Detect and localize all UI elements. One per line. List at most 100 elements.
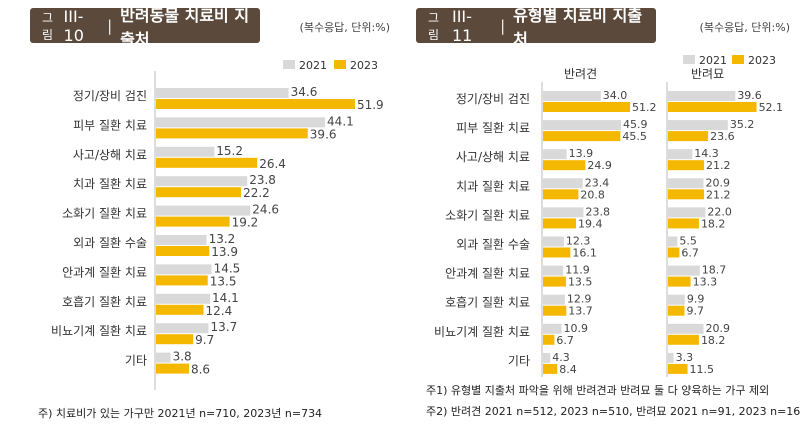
data-label-2023: 13.9	[211, 245, 238, 259]
data-label-2023: 24.9	[587, 159, 612, 172]
data-label-2023: 9.7	[686, 305, 704, 318]
bar-2023	[156, 363, 189, 374]
bar-2023	[543, 363, 558, 374]
category-label: 소화기 질환 치료	[62, 207, 147, 221]
data-label-2023: 39.6	[310, 127, 337, 141]
data-label-2021: 34.6	[291, 85, 318, 99]
title-separator: |	[107, 16, 113, 35]
data-label-2023: 20.8	[580, 188, 605, 201]
data-label-2023: 16.1	[572, 247, 597, 260]
data-label-2021: 12.9	[567, 293, 592, 306]
data-label-2021: 34.0	[603, 89, 628, 102]
bar-2023	[156, 275, 208, 286]
unit-label: (복수응답, 단위:%)	[299, 21, 390, 34]
bar-2021	[156, 146, 215, 157]
legend-swatch-2023	[334, 60, 346, 69]
data-label-2021: 22.0	[707, 205, 732, 218]
figure-prefix: 그림	[428, 10, 440, 42]
data-label-2023: 13.7	[568, 305, 593, 318]
category-label: 치과 질환 치료	[456, 179, 530, 193]
category-label: 정기/장비 검진	[456, 92, 530, 106]
bar-2021	[668, 149, 693, 160]
data-label-2023: 18.2	[701, 334, 726, 347]
bar-2023	[543, 189, 579, 200]
data-label-2021: 39.6	[737, 89, 762, 102]
bar-2023	[668, 218, 699, 229]
bar-2023	[156, 99, 355, 109]
bar-2021	[156, 117, 326, 128]
category-label: 피부 질환 치료	[456, 121, 530, 135]
bar-2021	[668, 294, 685, 305]
data-label-2023: 21.2	[706, 159, 731, 172]
legend-label-2023: 2023	[350, 59, 378, 72]
bar-2021	[156, 88, 289, 98]
category-label: 호흡기 질환 치료	[62, 295, 147, 309]
bar-2023	[668, 363, 688, 374]
footnote: 주) 치료비가 있는 가구만 2021년 n=710, 2023년 n=734	[38, 407, 323, 420]
bar-2023	[668, 102, 757, 112]
data-label-2021: 23.4	[585, 176, 610, 189]
bar-2021	[543, 294, 565, 305]
bar-2021	[156, 264, 212, 275]
data-label-2023: 11.5	[690, 363, 715, 376]
bar-2023	[668, 334, 699, 345]
data-label-2021: 3.3	[676, 351, 694, 364]
data-label-2021: 23.8	[585, 205, 610, 218]
category-label: 소화기 질환 치료	[445, 208, 530, 222]
chart-panel-left: 그림 III-10 | 반려동물 치료비 지출처 (복수응답, 단위:%) 20…	[30, 6, 392, 422]
bar-2023	[156, 128, 308, 139]
bar-2023	[668, 189, 705, 200]
category-label: 사고/상해 치료	[73, 148, 147, 162]
bar-2023	[156, 157, 258, 168]
data-label-2023: 13.5	[210, 274, 237, 288]
figure-title-bar: 그림 III-11 | 유형별 치료비 지출처	[416, 6, 656, 49]
bar-2023	[543, 102, 631, 112]
data-label-2023: 22.2	[243, 186, 270, 200]
chart-svg-left: 2021 2023 정기/장비 검진 34.6 51.9 피부 질환 치료 44.139.6…	[51, 59, 384, 390]
category-label: 비뇨기계 질환 치료	[434, 325, 530, 339]
bar-2023	[156, 216, 230, 227]
footnote-2: 주2) 반려견 2021 n=512, 2023 n=510, 반려묘 2021…	[426, 405, 800, 418]
category-label: 정기/장비 검진	[73, 89, 147, 103]
category-label: 사고/상해 치료	[456, 150, 530, 164]
bar-2021	[668, 120, 728, 131]
data-label-2021: 12.3	[566, 235, 591, 248]
group-header-cat: 반려묘	[691, 67, 724, 81]
data-label-2023: 51.9	[357, 98, 384, 112]
legend-swatch-2023	[732, 55, 744, 64]
data-label-2021: 23.8	[249, 173, 276, 187]
data-label-2021: 13.7	[211, 320, 238, 334]
data-label-2021: 24.6	[252, 203, 279, 217]
data-label-2021: 3.8	[173, 350, 192, 364]
bar-2021	[156, 176, 248, 187]
chart-panel-right: 그림 III-11 | 유형별 치료비 지출처 (복수응답, 단위:%) 202…	[416, 6, 800, 422]
data-label-2023: 13.3	[693, 276, 718, 289]
data-label-2021: 10.9	[564, 322, 589, 335]
data-label-2021: 9.9	[687, 293, 705, 306]
data-label-2023: 19.4	[578, 217, 603, 230]
group-header-dog: 반려견	[564, 67, 597, 81]
data-label-2023: 18.2	[701, 217, 726, 230]
bar-2023	[156, 304, 204, 315]
data-label-2023: 8.6	[191, 363, 210, 377]
chart-title: 유형별 치료비 지출처	[513, 5, 643, 49]
bar-2021	[156, 323, 209, 334]
bar-2021	[668, 265, 700, 276]
data-label-2021: 20.9	[706, 176, 731, 189]
bar-2023	[668, 276, 691, 287]
category-label: 외과 질환 수술	[456, 238, 530, 252]
data-label-2023: 6.7	[556, 334, 574, 347]
data-label-2021: 13.9	[569, 147, 594, 160]
bar-2021	[156, 293, 211, 304]
bar-2023	[668, 247, 680, 258]
title-separator: |	[500, 16, 506, 35]
data-label-2021: 5.5	[679, 235, 697, 248]
bar-2021	[543, 236, 564, 247]
data-label-2021: 14.5	[214, 261, 241, 275]
figure-title-bar: 그림 III-10 | 반려동물 치료비 지출처	[30, 6, 260, 49]
bar-2021	[543, 352, 551, 363]
footnote-1: 주1) 유형별 지출처 파악을 위해 반려견과 반려묘 둘 다 양육하는 가구 …	[426, 384, 770, 397]
legend-label-2021: 2021	[699, 54, 727, 67]
bar-2021	[543, 91, 601, 101]
unit-label: (복수응답, 단위:%)	[699, 21, 790, 34]
